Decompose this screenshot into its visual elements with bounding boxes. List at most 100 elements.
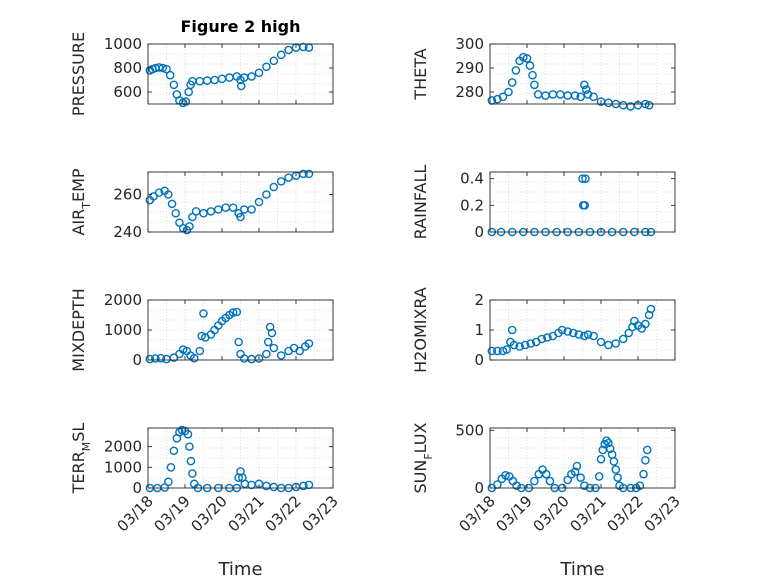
data-point <box>262 349 271 359</box>
data-point <box>512 481 521 490</box>
data-point <box>605 444 615 454</box>
data-point <box>269 56 279 66</box>
data-point <box>543 333 552 342</box>
subplot-rainfall: 0 0.2 0.4 RAINFALL <box>411 165 676 241</box>
data-point <box>228 308 238 317</box>
data-point <box>525 61 535 70</box>
x-tick-label: 03/18 <box>456 492 499 535</box>
data-point <box>262 62 271 72</box>
data-point <box>151 354 160 363</box>
data-point <box>602 436 611 445</box>
y-axis-label: MIXDEPTH <box>69 288 88 371</box>
data-point <box>299 481 308 491</box>
data-point <box>609 457 619 466</box>
data-point <box>572 461 582 471</box>
data-point <box>604 438 613 448</box>
data-point <box>501 471 510 480</box>
data-point <box>635 481 645 490</box>
data-point <box>145 354 155 364</box>
y-axis-label: RAINFALL <box>411 165 430 240</box>
data-point <box>502 345 511 354</box>
x-axis-label: Time <box>217 559 262 580</box>
y-axis-label: SUNFLUX <box>411 422 435 493</box>
data-point <box>522 54 532 63</box>
data-point <box>156 353 166 363</box>
data-point <box>581 174 590 183</box>
data-point <box>262 190 271 199</box>
data-point <box>487 346 497 356</box>
data-point <box>578 174 587 183</box>
y-axis-label: H2OMIXRA <box>411 287 430 373</box>
data-point <box>642 445 652 455</box>
data-point <box>295 346 305 356</box>
x-tick-label: 03/20 <box>188 492 231 535</box>
y-tick-label: 0 <box>132 351 142 369</box>
y-axis-label: PRESSURE <box>69 32 88 116</box>
data-point <box>236 81 246 91</box>
data-point <box>644 100 654 110</box>
x-axis-label: Time <box>559 559 604 580</box>
data-point <box>299 169 308 179</box>
data-point <box>186 456 196 466</box>
data-point <box>504 87 513 97</box>
data-point <box>199 309 208 318</box>
y-tick-label: 800 <box>113 59 142 77</box>
data-point <box>507 325 517 335</box>
x-tick-label: 03/23 <box>641 492 684 535</box>
data-point <box>624 328 634 338</box>
data-point <box>493 346 502 356</box>
y-tick-label: 600 <box>113 83 142 101</box>
data-point <box>611 339 621 348</box>
y-tick-label: 1 <box>474 321 484 339</box>
data-point <box>557 325 567 335</box>
y-tick-label: 2000 <box>104 438 142 456</box>
x-tick-label: 03/18 <box>114 492 157 535</box>
data-point <box>639 469 648 479</box>
axes-frame <box>147 43 334 105</box>
x-tick-label: 03/22 <box>262 492 305 535</box>
data-series <box>145 307 314 364</box>
y-tick-label: 1000 <box>104 321 142 339</box>
data-point <box>580 80 589 90</box>
data-point <box>515 342 524 351</box>
data-point <box>276 177 286 186</box>
data-point <box>254 354 264 363</box>
data-point <box>563 327 573 336</box>
data-point <box>611 465 621 474</box>
data-point <box>234 337 243 347</box>
data-point <box>589 92 598 102</box>
data-point <box>167 199 177 209</box>
y-tick-label: 0 <box>132 479 142 497</box>
data-point <box>570 467 580 477</box>
data-point <box>576 473 585 482</box>
data-point <box>576 92 585 102</box>
y-tick-label: 0.4 <box>460 170 484 188</box>
data-point <box>269 343 279 353</box>
data-point <box>175 427 184 437</box>
data-point <box>644 310 654 320</box>
axes-frame <box>489 171 676 233</box>
data-point <box>247 205 256 214</box>
y-tick-label: 0 <box>474 479 484 497</box>
data-point <box>304 480 314 490</box>
subplot-air-t-emp: 240 260 AIRTEMP <box>69 168 334 241</box>
y-axis-label: TERRMSL <box>69 423 93 495</box>
axes-frame <box>489 427 676 489</box>
data-point <box>594 472 604 481</box>
x-tick-label: 03/23 <box>299 492 342 535</box>
data-point <box>507 78 517 87</box>
data-point <box>154 188 164 197</box>
data-point <box>581 85 591 94</box>
data-point <box>304 169 314 179</box>
subplot-h2omixra: 0 1 2 H2OMIXRA <box>411 287 676 373</box>
y-tick-label: 1000 <box>104 458 142 476</box>
y-tick-label: 0 <box>474 223 484 241</box>
data-point <box>247 72 256 81</box>
data-point <box>589 331 598 341</box>
data-point <box>304 339 314 348</box>
y-tick-label: 2000 <box>104 291 142 309</box>
data-point <box>189 353 199 363</box>
data-point <box>158 63 168 73</box>
y-tick-label: 0 <box>474 351 484 369</box>
